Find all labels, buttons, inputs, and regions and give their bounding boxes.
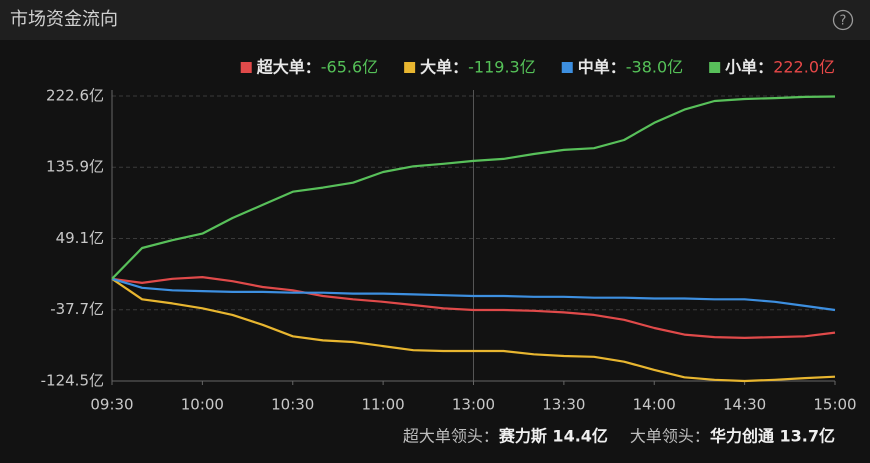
x-tick-label: 14:30 — [723, 396, 766, 414]
help-icon[interactable] — [832, 9, 854, 31]
x-tick-label: 10:30 — [271, 396, 314, 414]
y-tick-label: 135.9亿 — [46, 158, 104, 176]
x-tick-label: 09:30 — [90, 396, 133, 414]
x-tick-label: 13:30 — [542, 396, 585, 414]
x-tick-label: 14:00 — [633, 396, 676, 414]
panel-title: 市场资金流向 — [10, 9, 118, 30]
y-tick-label: 222.6亿 — [46, 87, 104, 105]
legend-label: 超大单： — [256, 58, 321, 77]
leader-value: 华力创通 13.7亿 — [710, 427, 835, 446]
series-line — [111, 276, 836, 339]
leader-label: 超大单领头： — [403, 427, 499, 446]
legend-label: 中单： — [578, 58, 626, 77]
legend-label: 小单： — [725, 58, 773, 77]
y-tick-label: -37.7亿 — [50, 300, 104, 318]
y-tick-label: -124.5亿 — [41, 372, 104, 390]
legend-swatch — [404, 62, 416, 73]
legend-value: 222.0亿 — [773, 58, 835, 77]
legend-swatch — [561, 62, 573, 73]
legend-swatch — [240, 62, 252, 73]
legend-value: -65.6亿 — [321, 58, 378, 77]
x-tick-label: 11:00 — [362, 396, 405, 414]
legend-value: -119.3亿 — [468, 58, 536, 77]
x-tick-label: 13:00 — [452, 396, 495, 414]
y-tick-label: 49.1亿 — [56, 229, 104, 247]
header-bar — [0, 0, 870, 40]
series-line — [111, 95, 836, 280]
leader-value: 赛力斯 14.4亿 — [498, 427, 608, 446]
legend-swatch — [709, 62, 721, 73]
series-line — [111, 277, 836, 383]
series-line — [111, 277, 836, 312]
leader-label: 大单领头： — [630, 427, 710, 446]
x-tick-label: 15:00 — [813, 396, 856, 414]
help-icon-text[interactable]: ? — [840, 14, 847, 29]
legend-value: -38.0亿 — [626, 58, 683, 77]
x-tick-label: 10:00 — [181, 396, 224, 414]
legend-label: 大单： — [420, 58, 468, 77]
